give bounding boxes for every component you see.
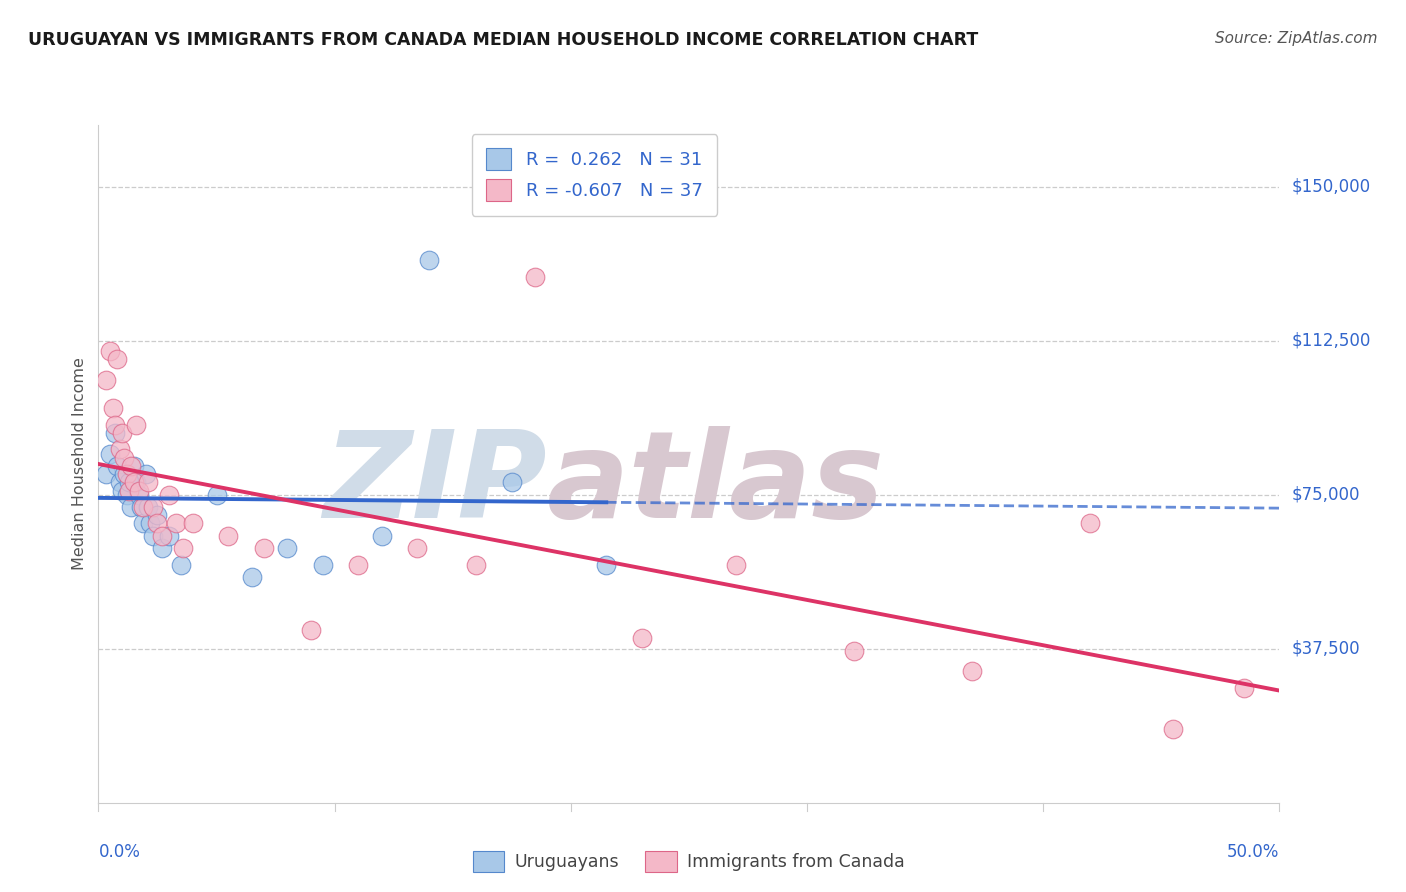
Point <box>132 500 155 514</box>
Text: $75,000: $75,000 <box>1291 485 1360 504</box>
Point <box>1161 722 1184 736</box>
Point <box>108 475 131 490</box>
Point <box>104 417 127 432</box>
Point <box>1080 516 1102 531</box>
Point <box>94 467 117 482</box>
Text: Source: ZipAtlas.com: Source: ZipAtlas.com <box>1215 31 1378 46</box>
Point <box>98 343 121 358</box>
Point <box>524 269 547 284</box>
Text: ZIP: ZIP <box>323 425 547 542</box>
Legend: R =  0.262   N = 31, R = -0.607   N = 37: R = 0.262 N = 31, R = -0.607 N = 37 <box>472 134 717 216</box>
Point <box>157 529 180 543</box>
Point <box>94 373 117 387</box>
Text: $37,500: $37,500 <box>1291 640 1360 657</box>
Point <box>276 541 298 555</box>
Y-axis label: Median Household Income: Median Household Income <box>72 358 87 570</box>
Point <box>118 475 141 490</box>
Point <box>115 488 138 502</box>
Text: URUGUAYAN VS IMMIGRANTS FROM CANADA MEDIAN HOUSEHOLD INCOME CORRELATION CHART: URUGUAYAN VS IMMIGRANTS FROM CANADA MEDI… <box>28 31 979 49</box>
Point <box>170 558 193 572</box>
Point <box>142 529 165 543</box>
Point <box>112 450 135 465</box>
Point <box>98 446 121 460</box>
Point <box>125 417 148 432</box>
Point <box>312 558 335 572</box>
Point <box>962 665 984 679</box>
Point <box>371 529 394 543</box>
Point <box>240 570 263 584</box>
Text: 0.0%: 0.0% <box>98 844 141 862</box>
Point <box>146 516 169 531</box>
Point <box>165 516 187 531</box>
Legend: Uruguayans, Immigrants from Canada: Uruguayans, Immigrants from Canada <box>467 844 911 879</box>
Point <box>465 558 488 572</box>
Point <box>105 352 128 367</box>
Point <box>112 467 135 482</box>
Point <box>129 500 152 514</box>
Point <box>121 500 143 514</box>
Point <box>135 467 157 482</box>
Point <box>150 529 173 543</box>
Point <box>136 475 159 490</box>
Point <box>105 458 128 473</box>
Text: 50.0%: 50.0% <box>1227 844 1279 862</box>
Point <box>139 516 162 531</box>
Point <box>122 458 145 473</box>
Point <box>121 458 143 473</box>
Point <box>128 488 150 502</box>
Point <box>128 483 150 498</box>
Text: $112,500: $112,500 <box>1291 332 1371 350</box>
Point <box>595 558 617 572</box>
Point <box>725 558 748 572</box>
Point <box>122 475 145 490</box>
Point <box>253 541 276 555</box>
Point <box>501 475 523 490</box>
Point <box>111 483 134 498</box>
Point <box>142 500 165 514</box>
Point <box>132 516 155 531</box>
Point <box>172 541 194 555</box>
Point <box>205 488 228 502</box>
Point <box>101 401 124 416</box>
Point <box>150 541 173 555</box>
Text: atlas: atlas <box>547 425 886 542</box>
Point <box>136 500 159 514</box>
Point <box>104 425 127 440</box>
Point <box>146 508 169 523</box>
Point <box>630 632 652 646</box>
Point <box>418 253 440 268</box>
Point <box>125 475 148 490</box>
Point <box>108 442 131 457</box>
Point <box>111 425 134 440</box>
Point <box>181 516 204 531</box>
Point <box>118 483 141 498</box>
Point <box>299 624 322 638</box>
Point <box>406 541 429 555</box>
Point <box>217 529 239 543</box>
Point <box>347 558 370 572</box>
Point <box>157 488 180 502</box>
Point <box>844 644 866 658</box>
Point <box>115 467 138 482</box>
Text: $150,000: $150,000 <box>1291 178 1371 195</box>
Point <box>1233 681 1256 695</box>
